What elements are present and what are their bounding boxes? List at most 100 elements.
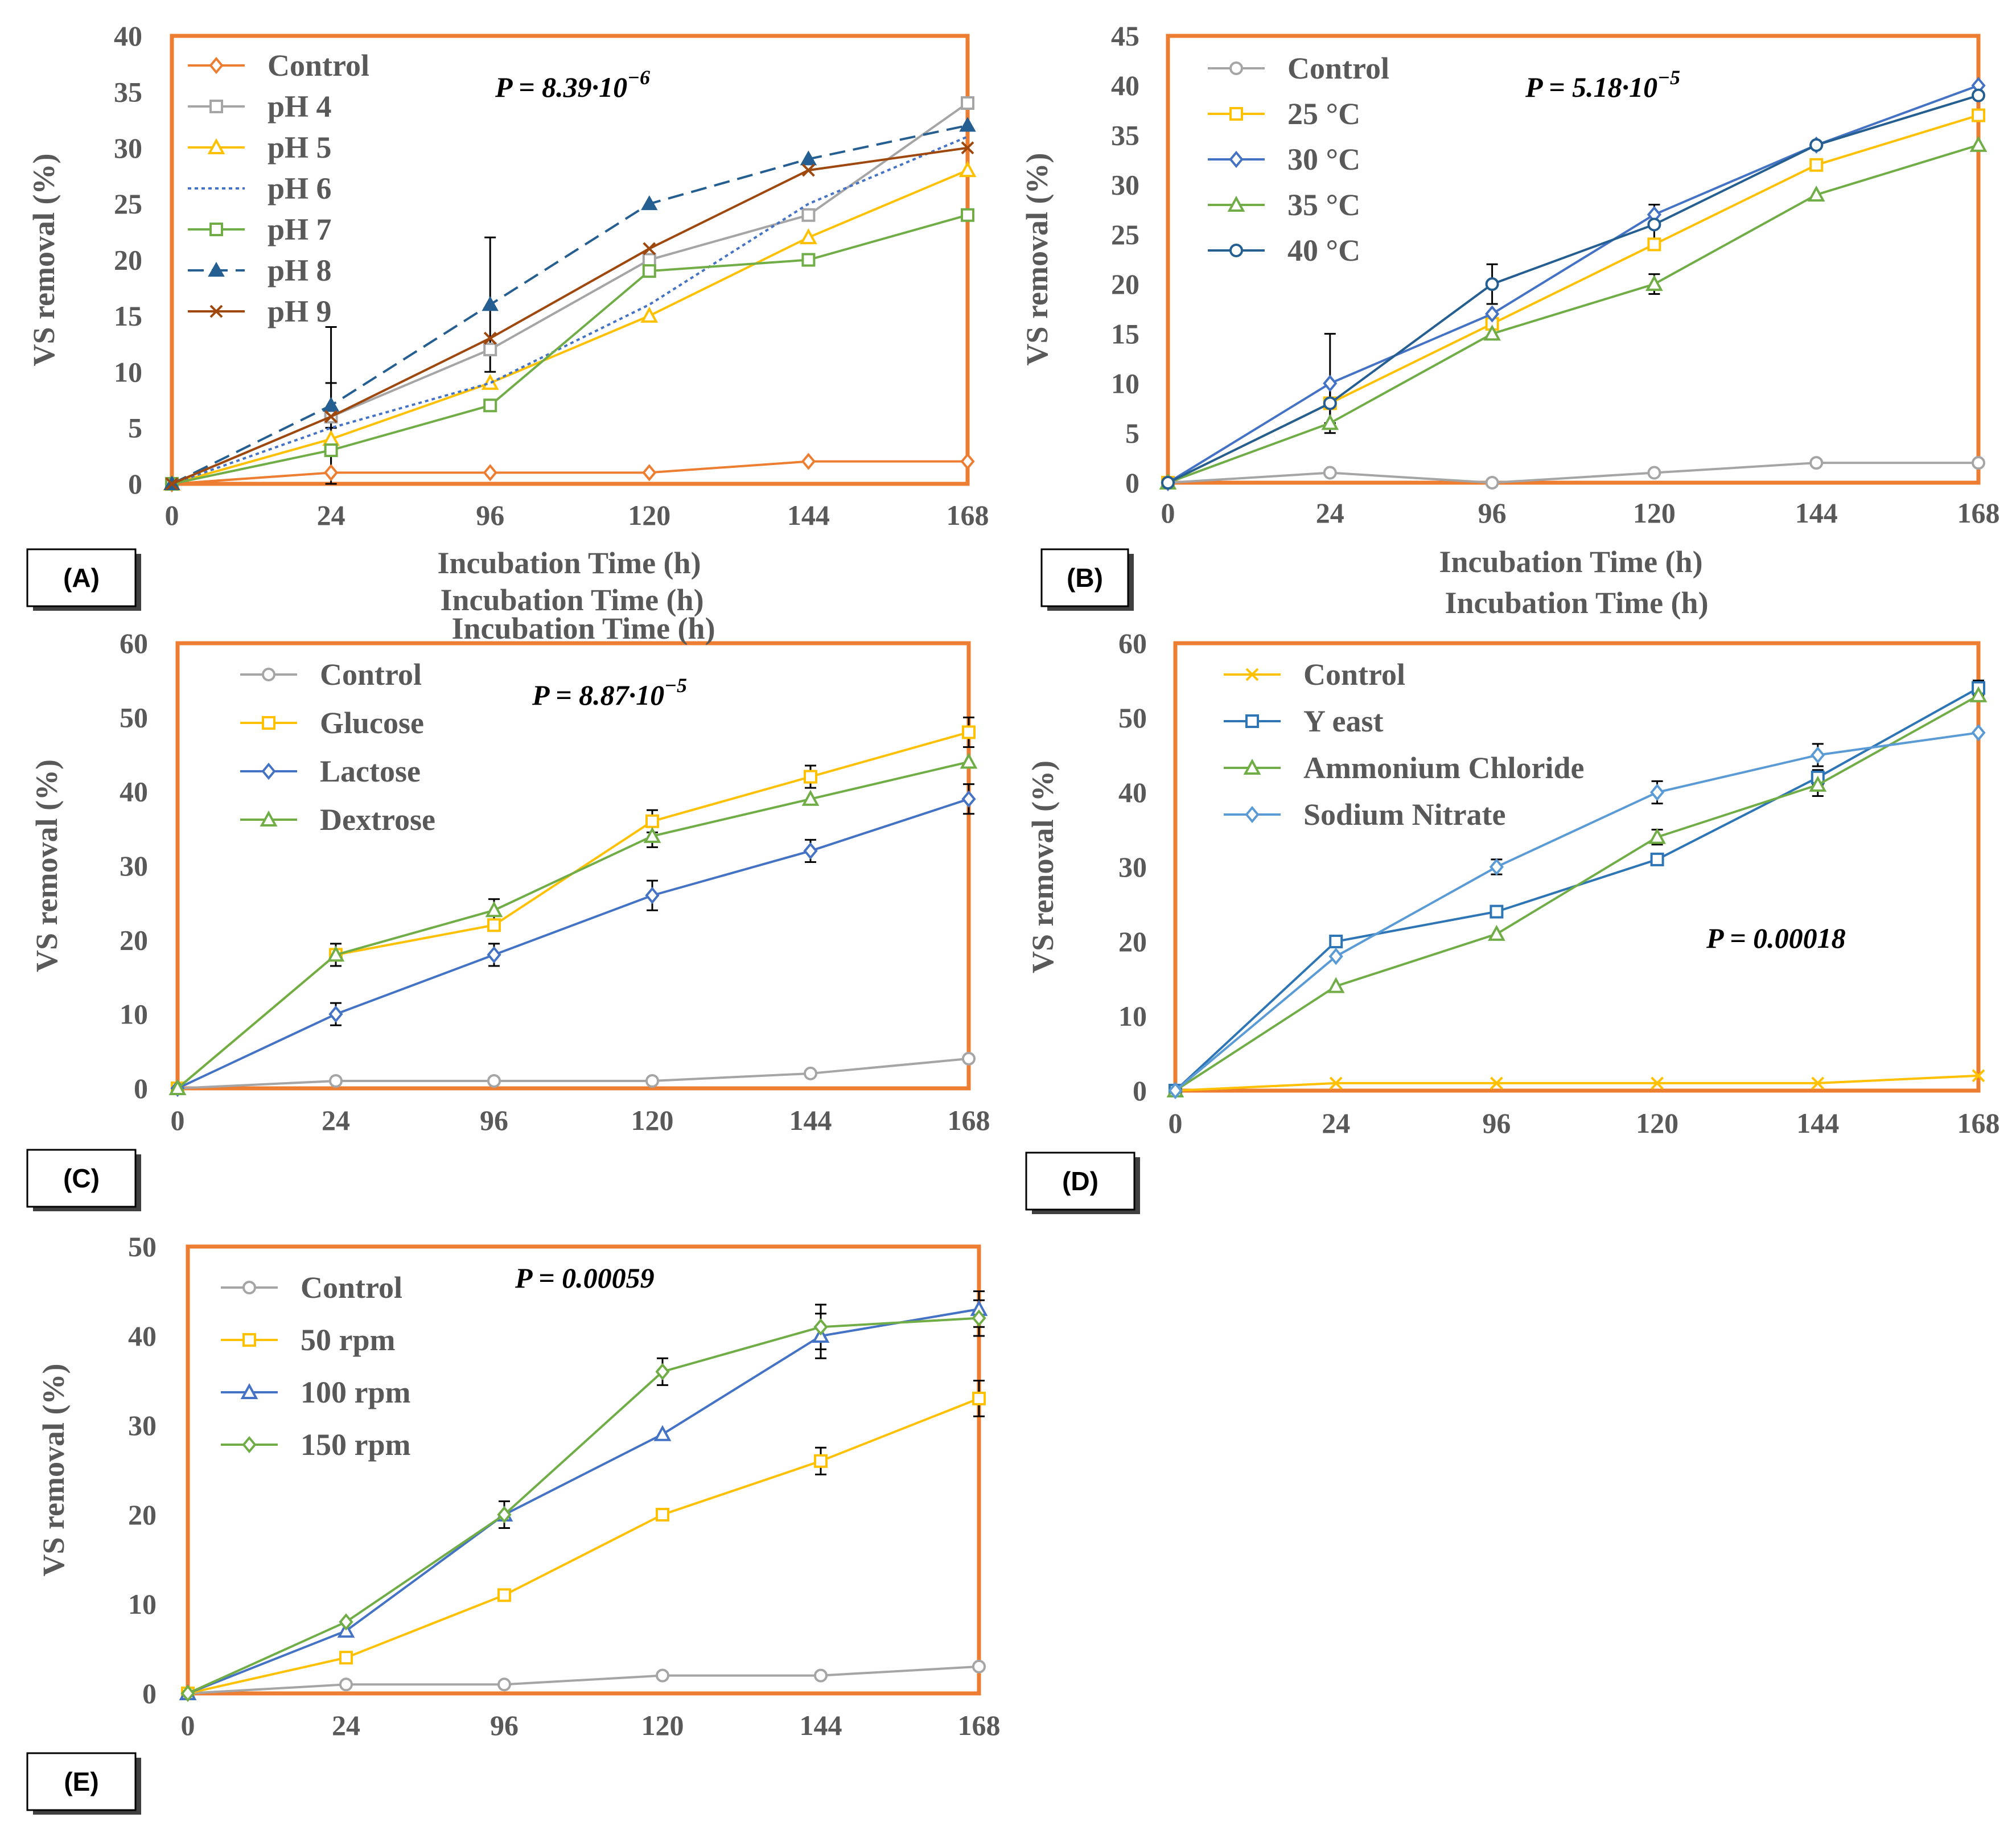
panel-e-series-control-point: [339, 1677, 353, 1692]
panel-c-series-control-line: [177, 1057, 969, 1089]
panel-d-label-frame: [1025, 1152, 1135, 1211]
panel-e-label-box: (E): [26, 1752, 141, 1815]
panel-e-series-150-rpm-point: [180, 1684, 195, 1703]
panel-a-series-ph-8-line: [171, 124, 968, 485]
panel-a-series-ph-9-point: [165, 477, 179, 491]
panel-a-series-ph-8-point: [641, 195, 658, 211]
panel-e-series-150-rpm-point: [497, 1506, 512, 1524]
panel-a-x-axis-title: Incubation Time (h): [437, 546, 701, 580]
panel-c-ytick-label: 60: [120, 627, 148, 659]
panel-d-series-y-east-point: [1490, 904, 1504, 919]
panel-e-ytick-label: 40: [128, 1320, 157, 1352]
panel-a-legend-label: pH 5: [268, 130, 332, 165]
panel-d-legend-label: Control: [1303, 657, 1405, 692]
panel-c-xtick-label: 96: [480, 1104, 508, 1136]
panel-e-p-value-base: P = 0.00059: [515, 1262, 655, 1294]
panel-d-ytick-label: 60: [1118, 627, 1147, 659]
panel-e-legend-marker: [242, 1281, 256, 1294]
panel-e-series-100-rpm-line: [187, 1307, 980, 1695]
panel-c-legend-label: Lactose: [320, 754, 421, 788]
panel-a-ytick-label: 10: [114, 356, 142, 388]
panel-b-series-35-c-point: [1645, 274, 1663, 291]
panel-a-legend-label: pH 8: [268, 253, 332, 287]
panel-d-series-y-east: [1169, 681, 1985, 1097]
panel-c-series-glucose-line: [176, 731, 969, 1089]
panel-e-legend: Control 50 rpm 100 rpm 150 rpm: [221, 1270, 411, 1462]
panel-a-legend-marker: [208, 261, 225, 277]
panel-c-xtick-label: 144: [789, 1104, 832, 1136]
panel-c-series-glucose-point: [487, 918, 501, 932]
panel-b-ytick-label: 30: [1111, 169, 1139, 201]
panel-e-xtick-label: 24: [332, 1709, 360, 1741]
panel-d-series-control-point: [1490, 1076, 1503, 1090]
panel-b-series-30-c-line: [1167, 84, 1979, 484]
panel-e-xtick-label: 144: [800, 1709, 842, 1741]
panel-b-series-40-c: [1161, 88, 1985, 490]
panel-d-xtick-label: 24: [1322, 1107, 1350, 1139]
panel-e-series-control-point: [656, 1668, 669, 1683]
panel-c-plot-frame: [175, 641, 971, 1091]
panel-a-xtick-label: 0: [165, 499, 179, 531]
panel-b-legend: Control 25 °C 30 °C 35 °C 40 °C: [1208, 51, 1389, 268]
panel-a-series-control-point: [960, 453, 975, 470]
panel-a-series-ph-5-line: [171, 169, 968, 485]
panel-e-series-150-rpm-line: [187, 1317, 980, 1695]
panel-c-ytick-label: 40: [120, 776, 148, 808]
panel-d-series-control-point: [1651, 1076, 1664, 1090]
panel-a-series-ph-9-point: [961, 141, 974, 155]
panel-b-series-25-c-point: [1972, 108, 1985, 122]
panel-a-label-frame: [26, 548, 137, 607]
panel-b-ytick-label: 10: [1111, 368, 1139, 400]
panel-c-ytick-label: 10: [120, 998, 148, 1030]
panel-e-ytick-label: 20: [128, 1499, 157, 1531]
panel-c-series-dextrose-line: [176, 760, 969, 1089]
panel-b-series-control-point: [1647, 466, 1661, 480]
panel-d-x-axis-title: Incubation Time (h): [1445, 586, 1708, 620]
panel-c-series-dextrose-point: [168, 1079, 187, 1095]
panel-c-legend-marker: [262, 716, 275, 730]
panel-b-legend-marker: [1229, 150, 1244, 168]
panel-b-xtick-label: 168: [1957, 497, 2000, 529]
panel-a-series-ph-7-point: [483, 398, 497, 413]
panel-a-legend-label: pH 6: [268, 171, 332, 205]
panel-b-series-40-c-point: [1972, 88, 1985, 102]
panel-a-series-ph-8-point: [322, 397, 340, 412]
panel-e-series-50-rpm-point: [814, 1454, 828, 1468]
panel-d-series-ammonium-chloride-line: [1174, 694, 1979, 1092]
panel-c-legend-marker: [260, 810, 278, 826]
panel-d-ytick-label: 40: [1118, 776, 1147, 808]
panel-c-p-value-base: P = 8.87·10: [532, 679, 664, 711]
panel-e-plot-frame: [186, 1244, 981, 1696]
panel-b-y-axis-title: VS removal (%): [1020, 153, 1054, 366]
panel-d-series-sodium-nitrate-point: [1168, 1082, 1183, 1100]
panel-a-xtick-label: 24: [317, 499, 345, 531]
panel-b-series-control-line: [1167, 462, 1978, 484]
panel-b-xtick-label: 0: [1161, 497, 1175, 529]
panel-d-p-value: P = 0.00018: [1706, 922, 1846, 954]
panel-c-legend: Control Glucose Lactose Dextrose: [240, 657, 435, 837]
panel-d-ytick-label: 10: [1118, 1000, 1147, 1032]
panel-b-legend-label: 35 °C: [1287, 188, 1360, 222]
panel-d-series-sodium-nitrate-point: [1971, 724, 1986, 742]
panel-b-label: (B): [1067, 563, 1103, 593]
panel-a-series-control: [164, 453, 975, 493]
panel-c-xtick-label: 120: [631, 1104, 674, 1136]
panel-a-label-box: (A): [26, 548, 141, 611]
panel-d-series-ammonium-chloride-point: [1488, 924, 1505, 941]
panel-d-legend-marker: [1243, 758, 1261, 775]
panel-e-legend-label: 150 rpm: [301, 1428, 411, 1462]
panel-a-series-ph-7-point: [324, 443, 338, 457]
panel-e-series-control-point: [814, 1668, 828, 1683]
panel-b-series-35-c-point: [1969, 135, 1988, 152]
panel-e-series-100-rpm-point: [653, 1425, 672, 1441]
panel-b-series-25-c-point: [1809, 158, 1824, 172]
panel-c-series-dextrose-point: [485, 901, 503, 918]
panel-b-series-35-c-line: [1167, 143, 1979, 484]
panel-a-series-ph-7-point: [801, 253, 816, 267]
panel-d-series-sodium-nitrate-line: [1174, 731, 1979, 1092]
panel-b-ytick-label: 40: [1111, 69, 1139, 101]
panel-a-series-ph-4-point: [642, 253, 656, 267]
panel-b-series-control-point: [1323, 466, 1337, 480]
panel-e-ytick-label: 30: [128, 1409, 157, 1441]
panel-b-legend-marker: [1227, 195, 1245, 212]
